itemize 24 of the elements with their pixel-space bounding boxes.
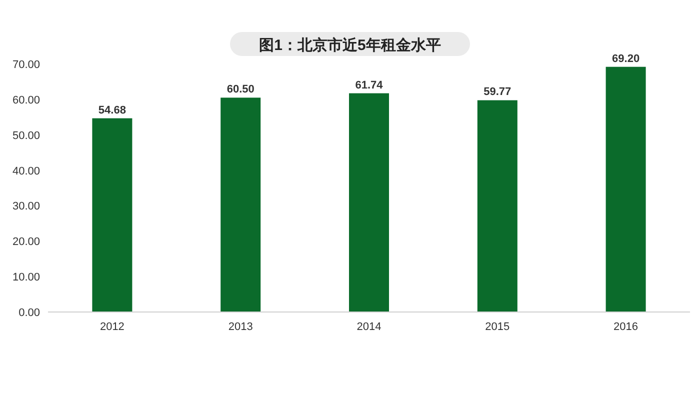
x-tick-label: 2013 — [228, 321, 253, 333]
y-tick-label: 0.00 — [18, 307, 40, 319]
data-label: 54.68 — [98, 104, 126, 116]
bar — [220, 98, 261, 312]
y-tick-label: 60.00 — [12, 94, 40, 106]
bar — [92, 118, 132, 312]
x-tick-label: 2014 — [356, 321, 382, 333]
y-tick-label: 10.00 — [12, 272, 40, 284]
x-tick-label: 2012 — [100, 321, 124, 333]
data-label: 69.20 — [612, 52, 640, 65]
y-tick-label: 20.00 — [12, 236, 40, 248]
y-tick-label: 30.00 — [12, 200, 40, 213]
bar — [606, 66, 646, 312]
bar — [349, 93, 389, 312]
y-tick-label: 50.00 — [12, 130, 40, 142]
data-label: 61.74 — [355, 79, 384, 92]
chart-title: 图1：北京市近5年租金水平 — [259, 36, 441, 54]
y-tick-label: 70.00 — [12, 59, 40, 71]
bar — [477, 100, 518, 312]
y-tick-label: 40.00 — [12, 165, 40, 178]
data-label: 60.50 — [226, 84, 254, 96]
x-tick-label: 2016 — [614, 321, 638, 333]
x-tick-label: 2015 — [485, 321, 510, 333]
data-label: 59.77 — [484, 86, 512, 98]
